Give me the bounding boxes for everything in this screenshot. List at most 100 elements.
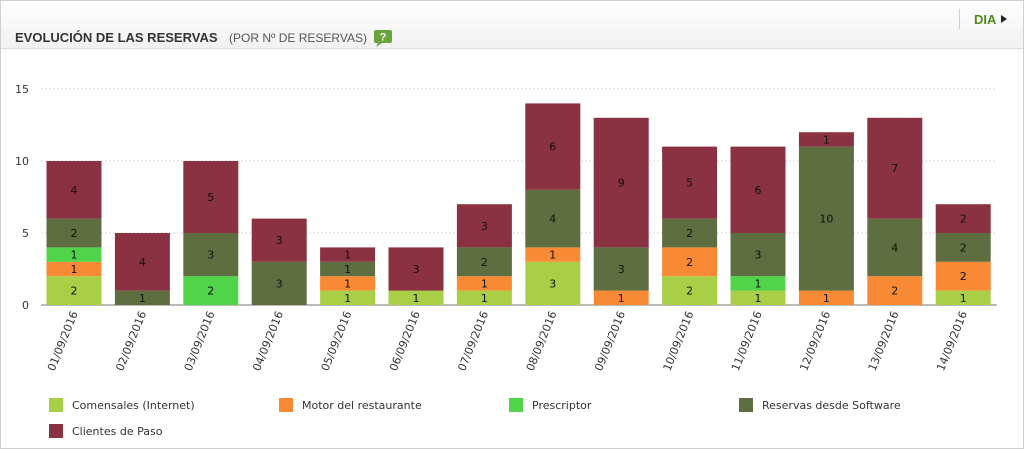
data-label: 1: [71, 263, 78, 276]
panel-title: EVOLUCIÓN DE LAS RESERVAS: [15, 30, 218, 45]
data-label: 2: [207, 285, 214, 298]
legend-item[interactable]: Reservas desde Software: [739, 397, 901, 413]
bar-segment: [798, 132, 854, 147]
x-tick-label: 12/09/2016: [797, 309, 833, 373]
bar-segment: [525, 189, 581, 248]
bar-segment: [388, 247, 444, 291]
y-tick-label: 0: [22, 299, 29, 312]
period-selector-button[interactable]: DIA: [959, 9, 1008, 29]
play-triangle-icon: [1001, 15, 1008, 23]
x-tick-label: 11/09/2016: [729, 309, 765, 373]
data-label: 3: [618, 263, 625, 276]
legend-label: Reservas desde Software: [762, 398, 901, 412]
data-label: 1: [823, 133, 830, 146]
bar-segment: [46, 247, 102, 262]
x-tick-label: 02/09/2016: [113, 309, 149, 373]
bar-segment: [798, 146, 854, 291]
data-label: 2: [960, 241, 967, 254]
bar-segment: [935, 261, 991, 291]
x-tick-label: 13/09/2016: [866, 309, 902, 373]
bar-segment: [46, 161, 102, 219]
bar-segment: [662, 276, 718, 305]
x-tick-label: 01/09/2016: [45, 309, 81, 373]
bar-segment: [114, 290, 170, 305]
legend-item[interactable]: Prescriptor: [509, 397, 591, 413]
bar-segment: [525, 103, 581, 190]
data-label: 1: [481, 277, 488, 290]
x-tick-label: 07/09/2016: [455, 309, 491, 373]
data-label: 1: [344, 249, 351, 262]
bar-segment: [46, 261, 102, 277]
y-tick-label: 15: [15, 83, 29, 96]
bar-segment: [320, 247, 376, 262]
data-label: 1: [139, 292, 146, 305]
data-label: 3: [276, 277, 283, 290]
legend-swatch: [279, 398, 293, 412]
bar-segment: [388, 290, 444, 305]
bar-segment: [662, 146, 718, 219]
data-label: 2: [686, 227, 693, 240]
bar-segment: [798, 290, 854, 305]
data-label: 3: [276, 234, 283, 247]
data-label: 3: [207, 249, 214, 262]
bar-segment: [456, 204, 512, 248]
bar-segment: [320, 261, 376, 277]
x-tick-label: 04/09/2016: [250, 309, 286, 373]
data-label: 2: [960, 213, 967, 226]
x-tick-label: 14/09/2016: [934, 309, 970, 373]
data-label: 1: [71, 249, 78, 262]
data-label: 10: [819, 213, 833, 226]
data-label: 1: [755, 277, 762, 290]
help-speech-icon[interactable]: ?: [371, 28, 393, 48]
data-label: 4: [139, 256, 146, 269]
data-label: 3: [481, 220, 488, 233]
legend-item[interactable]: Comensales (Internet): [49, 397, 195, 413]
data-label: 1: [344, 263, 351, 276]
bar-segment: [114, 233, 170, 291]
bar-segment: [456, 247, 512, 277]
bar-segment: [456, 290, 512, 305]
x-tick-label: 09/09/2016: [592, 309, 628, 373]
bar-segment: [662, 247, 718, 277]
data-label: 6: [755, 184, 762, 197]
data-label: 1: [344, 277, 351, 290]
bar-segment: [251, 261, 307, 305]
legend-swatch: [49, 398, 63, 412]
legend-label: Prescriptor: [532, 398, 592, 412]
legend-item[interactable]: Motor del restaurante: [279, 397, 422, 413]
help-icon-glyph: ?: [380, 32, 387, 44]
data-label: 3: [413, 263, 420, 276]
bar-segment: [867, 117, 923, 219]
x-tick-label: 10/09/2016: [661, 309, 697, 373]
data-label: 1: [481, 292, 488, 305]
data-label: 7: [891, 162, 898, 175]
x-tick-label: 08/09/2016: [524, 309, 560, 373]
data-label: 4: [891, 241, 898, 254]
legend-item[interactable]: Clientes de Paso: [49, 423, 162, 439]
panel-subtitle: (POR Nº DE RESERVAS): [229, 31, 367, 45]
bar-segment: [183, 233, 239, 277]
data-label: 3: [549, 277, 556, 290]
bar-segment: [525, 261, 581, 305]
bar-segment: [867, 218, 923, 277]
data-label: 9: [618, 177, 625, 190]
legend-swatch: [509, 398, 523, 412]
bar-segment: [935, 233, 991, 262]
data-label: 1: [823, 292, 830, 305]
legend-label: Clientes de Paso: [72, 424, 163, 438]
legend-label: Comensales (Internet): [72, 398, 195, 412]
bar-segment: [730, 276, 786, 291]
bar-segment: [662, 218, 718, 248]
stacked-bar-chart: 0510152112401/09/20161402/09/201623503/0…: [15, 83, 997, 373]
data-label: 2: [71, 227, 78, 240]
data-label: 2: [71, 285, 78, 298]
data-label: 4: [71, 184, 78, 197]
bar-segment: [456, 276, 512, 291]
bar-segment: [593, 247, 649, 291]
bar-segment: [320, 276, 376, 291]
legend-swatch: [739, 398, 753, 412]
data-label: 1: [755, 292, 762, 305]
data-label: 1: [960, 292, 967, 305]
data-label: 1: [618, 292, 625, 305]
data-label: 1: [549, 249, 556, 262]
